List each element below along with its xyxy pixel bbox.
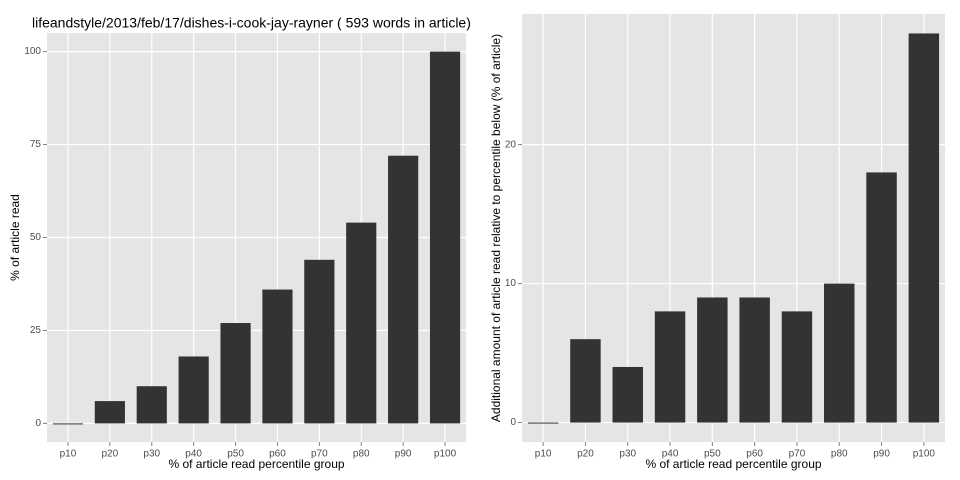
y-tick-label: 0	[510, 417, 516, 428]
bar	[262, 289, 293, 424]
bar	[612, 366, 643, 423]
bar	[866, 172, 897, 423]
bar	[654, 311, 686, 423]
bar	[739, 297, 770, 423]
y-tick-label: 75	[30, 139, 42, 150]
y-tick-label: 0	[35, 418, 41, 429]
bar	[136, 386, 167, 424]
x-tick-label: p30	[619, 449, 636, 460]
x-axis-title: % of article read percentile group	[645, 457, 821, 471]
x-tick-label: p10	[535, 449, 552, 460]
y-axis-title: Additional amount of article read relati…	[489, 34, 503, 422]
bar	[220, 323, 251, 424]
x-tick-label: p40	[662, 449, 679, 460]
y-tick-label: 25	[30, 325, 42, 336]
bar	[570, 339, 601, 423]
x-tick-label: p90	[395, 449, 412, 460]
x-tick-label: p70	[311, 449, 328, 460]
bar	[908, 33, 940, 423]
y-tick-label: 100	[24, 46, 41, 57]
x-tick-label: p80	[353, 449, 370, 460]
y-tick-label: 10	[505, 278, 517, 289]
x-tick-label: p10	[60, 449, 77, 460]
x-tick-label: p60	[269, 449, 286, 460]
x-tick-label: p70	[789, 449, 806, 460]
x-tick-label: p50	[704, 449, 721, 460]
x-tick-label: p20	[102, 449, 119, 460]
bar	[52, 423, 84, 425]
x-tick-label: p100	[434, 449, 457, 460]
bar	[781, 311, 813, 423]
x-tick-label: p20	[577, 449, 594, 460]
bar	[429, 51, 461, 424]
x-tick-label: p40	[185, 449, 202, 460]
y-axis-title: % of article read	[8, 194, 22, 281]
x-tick-label: p80	[831, 449, 848, 460]
y-tick-label: 50	[30, 232, 42, 243]
bar	[304, 259, 335, 424]
x-tick-label: p30	[143, 449, 160, 460]
x-axis-title: % of article read percentile group	[168, 457, 344, 471]
x-tick-label: p90	[873, 449, 890, 460]
bar	[388, 155, 419, 424]
x-tick-label: p50	[227, 449, 244, 460]
x-tick-label: p100	[913, 449, 936, 460]
bar	[346, 222, 377, 424]
bar	[527, 422, 559, 424]
bar	[94, 401, 125, 424]
bar	[178, 356, 209, 424]
chart-title: lifeandstyle/2013/feb/17/dishes-i-cook-j…	[32, 15, 471, 31]
y-tick-label: 20	[505, 139, 517, 150]
bar	[824, 283, 855, 423]
bar	[697, 297, 728, 423]
x-tick-label: p60	[746, 449, 763, 460]
